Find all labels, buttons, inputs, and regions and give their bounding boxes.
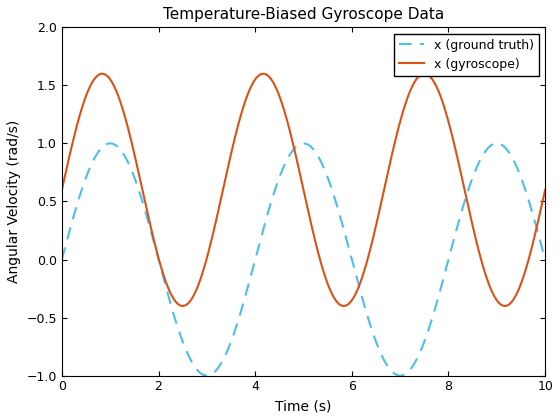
x (ground truth) (528, 207, 535, 213)
x (ground truth) (58, 257, 65, 262)
x (ground truth) (83, 173, 90, 178)
x (gyroscope) (281, 108, 288, 113)
x (gyroscope) (340, 303, 347, 308)
x (gyroscope) (260, 71, 267, 76)
x (ground truth) (528, 207, 535, 212)
Line: x (ground truth): x (ground truth) (62, 143, 545, 375)
Y-axis label: Angular Velocity (rad/s): Angular Velocity (rad/s) (7, 120, 21, 283)
X-axis label: Time (s): Time (s) (276, 399, 332, 413)
x (ground truth) (107, 141, 114, 146)
x (gyroscope) (528, 247, 535, 252)
x (gyroscope) (542, 187, 548, 192)
x (ground truth) (542, 257, 548, 262)
x (ground truth) (281, 162, 288, 167)
x (ground truth) (440, 278, 446, 283)
x (gyroscope) (294, 159, 301, 164)
x (gyroscope) (528, 246, 535, 251)
Line: x (gyroscope): x (gyroscope) (62, 74, 545, 306)
x (ground truth) (294, 143, 301, 148)
x (gyroscope) (83, 92, 90, 97)
x (ground truth) (203, 373, 210, 378)
x (gyroscope) (440, 100, 446, 105)
Title: Temperature-Biased Gyroscope Data: Temperature-Biased Gyroscope Data (163, 7, 444, 22)
x (gyroscope) (58, 187, 65, 192)
Legend: x (ground truth), x (gyroscope): x (ground truth), x (gyroscope) (394, 34, 539, 76)
